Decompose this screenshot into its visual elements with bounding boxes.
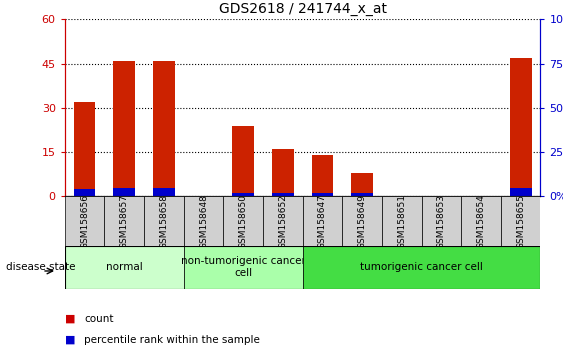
Bar — [510, 58, 531, 196]
Bar — [303, 196, 342, 246]
Bar — [224, 196, 263, 246]
Text: GSM158658: GSM158658 — [159, 194, 168, 249]
Bar — [184, 196, 224, 246]
Bar — [113, 61, 135, 196]
Text: percentile rank within the sample: percentile rank within the sample — [84, 335, 260, 345]
Text: GSM158653: GSM158653 — [437, 194, 446, 249]
Bar — [342, 196, 382, 246]
Bar — [263, 196, 303, 246]
Bar — [461, 196, 501, 246]
Text: GSM158651: GSM158651 — [397, 194, 406, 249]
Bar — [303, 246, 540, 289]
Bar — [233, 193, 254, 196]
Bar — [74, 189, 96, 196]
Text: GSM158648: GSM158648 — [199, 194, 208, 249]
Bar — [144, 196, 184, 246]
Text: count: count — [84, 314, 114, 324]
Bar — [184, 246, 303, 289]
Bar — [233, 126, 254, 196]
Bar — [510, 188, 531, 196]
Bar — [65, 196, 104, 246]
Title: GDS2618 / 241744_x_at: GDS2618 / 241744_x_at — [218, 2, 387, 16]
Text: GSM158654: GSM158654 — [476, 194, 485, 249]
Bar — [113, 188, 135, 196]
Text: GSM158652: GSM158652 — [278, 194, 287, 249]
Bar — [382, 196, 422, 246]
Bar — [351, 173, 373, 196]
Text: GSM158657: GSM158657 — [120, 194, 129, 249]
Bar — [104, 196, 144, 246]
Text: GSM158649: GSM158649 — [358, 194, 367, 249]
Text: GSM158656: GSM158656 — [80, 194, 89, 249]
Bar — [422, 196, 461, 246]
Bar — [311, 155, 333, 196]
Text: GSM158650: GSM158650 — [239, 194, 248, 249]
Bar — [65, 246, 184, 289]
Bar — [351, 193, 373, 196]
Text: GSM158647: GSM158647 — [318, 194, 327, 249]
Bar — [74, 102, 96, 196]
Text: disease state: disease state — [6, 262, 75, 272]
Bar — [311, 193, 333, 196]
Text: GSM158655: GSM158655 — [516, 194, 525, 249]
Text: ■: ■ — [65, 335, 75, 345]
Text: normal: normal — [106, 262, 142, 272]
Bar — [272, 193, 294, 196]
Bar — [153, 61, 175, 196]
Text: non-tumorigenic cancer
cell: non-tumorigenic cancer cell — [181, 256, 306, 278]
Bar — [272, 149, 294, 196]
Bar — [153, 188, 175, 196]
Text: tumorigenic cancer cell: tumorigenic cancer cell — [360, 262, 483, 272]
Text: ■: ■ — [65, 314, 75, 324]
Bar — [501, 196, 540, 246]
